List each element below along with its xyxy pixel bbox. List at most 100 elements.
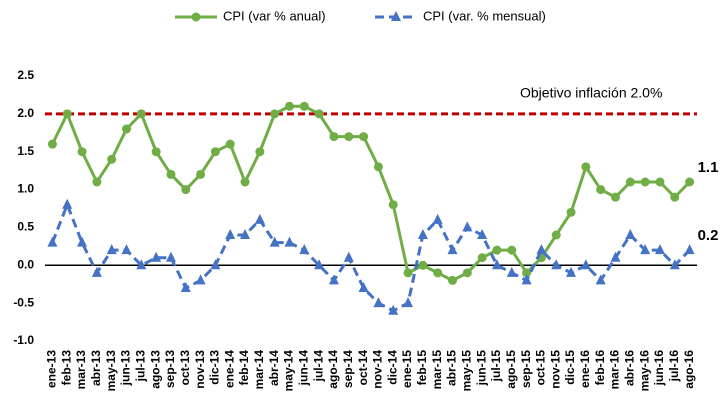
point xyxy=(299,244,310,255)
point xyxy=(166,169,176,179)
x-tick-label: may-14 xyxy=(282,350,296,392)
point xyxy=(210,259,221,270)
point xyxy=(255,147,265,157)
point xyxy=(344,132,354,142)
y-tick-label: -1.0 xyxy=(13,333,34,347)
point xyxy=(136,259,147,270)
point xyxy=(92,177,102,187)
point xyxy=(388,200,398,210)
point xyxy=(284,236,295,247)
point xyxy=(388,304,399,315)
legend-label: CPI (var. % mensual) xyxy=(423,8,546,23)
x-tick-label: ene-16 xyxy=(578,350,592,388)
point xyxy=(521,274,532,285)
point xyxy=(447,244,458,255)
y-tick-label: 1.5 xyxy=(17,144,34,158)
point xyxy=(477,229,488,239)
point xyxy=(285,101,294,111)
x-tick-label: oct-15 xyxy=(534,350,548,386)
x-tick-label: sep-15 xyxy=(519,350,533,388)
point xyxy=(343,251,354,262)
point xyxy=(225,139,235,149)
point xyxy=(151,147,161,157)
point xyxy=(269,236,280,247)
point xyxy=(91,266,102,277)
point xyxy=(506,266,517,277)
point xyxy=(121,244,132,255)
point xyxy=(625,177,635,187)
x-tick-label: mar-14 xyxy=(252,350,266,390)
x-tick-label: abr-16 xyxy=(622,350,636,386)
x-tick-label: sep-14 xyxy=(341,350,355,388)
x-tick-label: ago-16 xyxy=(682,350,696,389)
x-tick-label: jul-15 xyxy=(489,350,503,383)
point xyxy=(403,297,414,308)
x-tick-label: ago-13 xyxy=(148,350,162,389)
series-line xyxy=(51,104,691,283)
x-tick-label: feb-14 xyxy=(237,350,251,386)
point xyxy=(432,213,443,224)
y-tick-label: 0.0 xyxy=(17,257,34,271)
x-tick-label: sep-13 xyxy=(163,350,177,388)
x-tick-label: may-15 xyxy=(459,350,473,392)
point xyxy=(640,244,651,255)
point xyxy=(654,244,665,255)
legend-marker xyxy=(391,11,401,21)
point xyxy=(107,154,117,164)
target-label: Objetivo inflación 2.0% xyxy=(520,85,662,101)
x-tick-label: ene-13 xyxy=(45,350,59,388)
x-tick-label: jun-15 xyxy=(474,350,488,387)
legend-label: CPI (var % anual) xyxy=(223,8,326,23)
x-tick-label: feb-16 xyxy=(593,350,607,386)
point xyxy=(551,259,562,270)
point xyxy=(47,139,57,149)
point xyxy=(670,192,680,202)
point xyxy=(462,268,472,278)
x-tick-label: mar-15 xyxy=(430,350,444,390)
point xyxy=(373,297,384,308)
point xyxy=(181,185,191,195)
point xyxy=(522,268,532,278)
point xyxy=(448,275,457,285)
point xyxy=(655,177,665,187)
x-tick-label: feb-15 xyxy=(415,350,429,386)
x-tick-label: ago-15 xyxy=(504,350,518,389)
x-tick-label: jun-16 xyxy=(652,350,666,387)
x-tick-label: feb-13 xyxy=(59,350,73,386)
point xyxy=(122,124,131,134)
x-tick-label: oct-13 xyxy=(178,350,192,386)
x-tick-label: jun-13 xyxy=(119,350,133,387)
point xyxy=(136,109,146,119)
point xyxy=(240,229,251,239)
point xyxy=(492,245,502,255)
x-tick-label: abr-15 xyxy=(445,350,459,386)
point xyxy=(417,229,428,239)
point xyxy=(669,259,680,270)
x-tick-label: oct-14 xyxy=(356,350,370,386)
point xyxy=(270,109,280,119)
point xyxy=(47,236,58,247)
y-tick-label: 2.0 xyxy=(17,106,34,120)
point xyxy=(62,109,72,119)
point xyxy=(596,185,606,195)
point xyxy=(611,192,620,202)
point xyxy=(180,282,191,292)
point xyxy=(210,147,220,157)
point xyxy=(196,169,206,179)
x-tick-label: abr-13 xyxy=(89,350,103,386)
x-tick-label: abr-14 xyxy=(267,350,281,386)
y-tick-label: 1.0 xyxy=(17,182,34,196)
point xyxy=(358,282,369,292)
point xyxy=(581,162,591,172)
y-tick-label: 0.5 xyxy=(17,220,34,234)
x-tick-label: ene-14 xyxy=(222,350,236,388)
point xyxy=(254,213,265,224)
point xyxy=(62,198,73,209)
point xyxy=(225,229,236,239)
point xyxy=(195,274,206,285)
point xyxy=(595,274,606,285)
point xyxy=(462,221,473,232)
point xyxy=(77,236,88,247)
point xyxy=(477,253,487,263)
